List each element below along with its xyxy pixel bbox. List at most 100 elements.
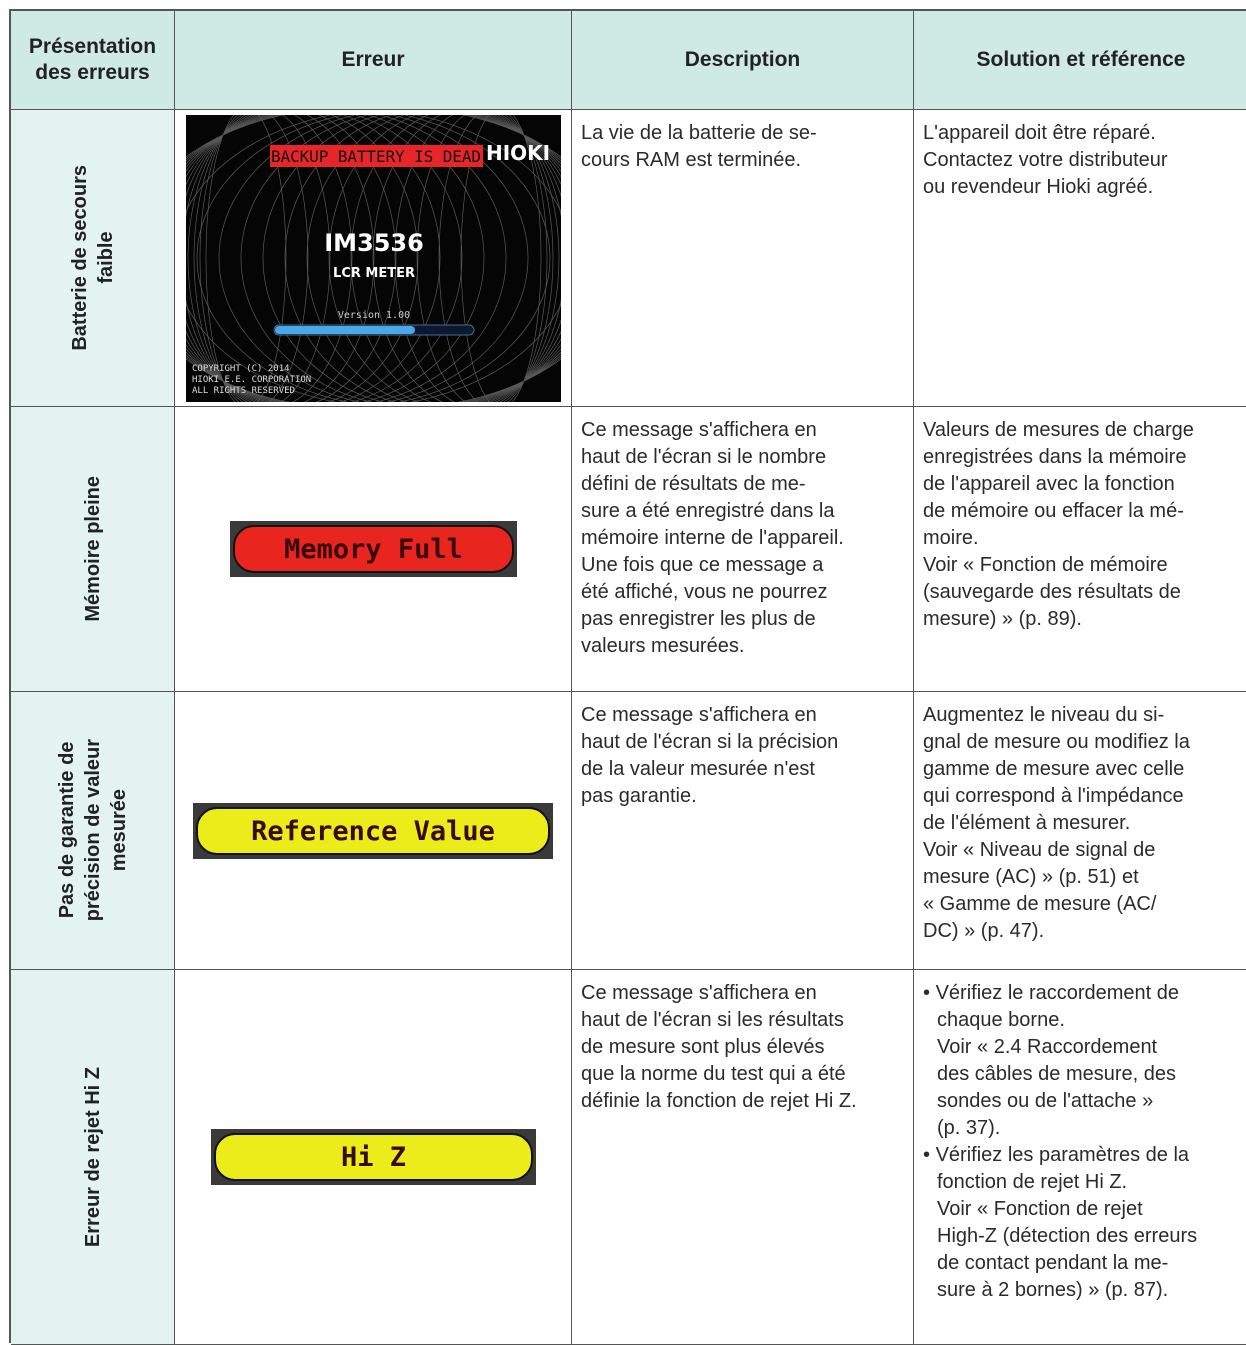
text-line: sure à 2 bornes) » (p. 87). [937, 1279, 1169, 1301]
text-line: de mémoire ou effacer la mé- [923, 500, 1184, 522]
solution-cell: L'appareil doit être réparé. Contactez vo… [914, 110, 1246, 407]
brand: HIOKI [486, 141, 550, 165]
screen-wave [284, 114, 561, 402]
text-line: que la norme du test qui a été [581, 1063, 846, 1085]
screen-wave [438, 114, 547, 402]
badge-pill [196, 806, 550, 855]
screen-wave [185, 114, 440, 402]
screen-wave [185, 114, 374, 402]
presentation-label: Erreur de rejet Hi Z [80, 1067, 106, 1247]
text-line: pas enregistrer les plus de [581, 608, 816, 630]
text-line: Pas de garantie de [55, 742, 78, 919]
banner-text: BACKUP BATTERY IS DEAD [271, 147, 481, 166]
text-line: sondes ou de l'attache » [937, 1090, 1154, 1112]
text-line: « Gamme de mesure (AC/ [923, 893, 1157, 915]
screen-wave [185, 114, 506, 402]
text-line: mesure) » (p. 89). [923, 608, 1082, 630]
product: LCR METER [333, 266, 415, 281]
screen-wave [185, 114, 484, 402]
text-line: Présentation [28, 35, 157, 58]
text-line: gnal de mesure ou modifiez la [923, 731, 1190, 753]
text-line: gamme de mesure avec celle [923, 758, 1185, 780]
copyright: COPYRIGHT (C) 2014 [192, 364, 290, 374]
screen-wave [185, 114, 462, 402]
text-line: Augmentez le niveau du si- [923, 704, 1165, 726]
text-line: moire. [923, 527, 979, 549]
solution-cell: Augmentez le niveau du si-gnal de mesure… [914, 692, 1246, 970]
header-cell: Description [572, 11, 914, 110]
text-line: définie la fonction de rejet Hi Z. [581, 1090, 857, 1112]
text-line: faible [94, 231, 117, 285]
message-badge: Memory Full [229, 521, 517, 577]
text-line: de mesure sont plus élevés [581, 1036, 825, 1058]
screen-wave [460, 114, 541, 402]
text-line: fonction de rejet Hi Z. [937, 1171, 1128, 1193]
text-line: Ce message s'affichera en [581, 982, 817, 1004]
screen-wave [262, 114, 561, 402]
badge-text: Hi Z [340, 1142, 405, 1173]
solution-item: • Vérifiez les paramètres de la fonction … [923, 1142, 1242, 1304]
model: IM3536 [324, 229, 424, 257]
text-line: Voir « Fonction de mémoire [923, 554, 1168, 576]
text-line: cours RAM est terminée. [581, 149, 802, 171]
description-cell: La vie de la batterie de se-cours RAM es… [572, 110, 914, 407]
progress-fill [274, 325, 415, 334]
text-line: High-Z (détection des erreurs [937, 1225, 1198, 1247]
text-line: mémoire interne de l'appareil. [581, 527, 844, 549]
text-line: Erreur de rejet Hi Z [81, 1066, 104, 1248]
text-line: pas garantie. [581, 785, 697, 807]
text-line: mesurée [107, 789, 130, 872]
solution-item: Valeurs de mesures de charge enregistrées… [923, 417, 1242, 633]
bullet: • [923, 982, 931, 1004]
startup-screen: BACKUP BATTERY IS DEAD HIOKI IM3536 LCR MET… [185, 114, 561, 402]
text-line: des erreurs [35, 61, 150, 84]
banner-bg [269, 144, 483, 167]
text-line: Valeurs de mesures de charge [923, 419, 1194, 441]
text-line: des câbles de mesure, des [937, 1063, 1177, 1085]
presentation-label: Pas de garantie de précision de valeur mes… [54, 739, 132, 921]
presentation-label: Batterie de secours faible [67, 165, 119, 351]
presentation-cell: Erreur de rejet Hi Z [11, 970, 175, 1345]
header-text: Présentation des erreurs [29, 34, 156, 86]
description-cell: Ce message s'affichera en haut de l'écran… [572, 407, 914, 692]
text-line: enregistrées dans la mémoire [923, 446, 1187, 468]
text-line: haut de l'écran si le nombre [581, 446, 827, 468]
error-image-cell: Memory Full [175, 407, 572, 692]
screen-wave [193, 114, 330, 402]
error-image-cell: Reference Value [175, 692, 572, 970]
description-cell: Ce message s'affichera en haut de l'écran… [572, 692, 914, 970]
screen-wave [240, 114, 561, 402]
screen-wave [372, 114, 561, 402]
message-badge: Reference Value [193, 802, 553, 859]
badge-text: Memory Full [284, 534, 463, 565]
text-line: valeurs mesurées. [581, 635, 745, 657]
text-line: DC) » (p. 47). [923, 920, 1045, 942]
text-line: de contact pendant la me- [937, 1252, 1169, 1274]
text-line: été affiché, vous ne pourrez [581, 581, 828, 603]
screen-wave [218, 114, 561, 402]
message-badge: Hi Z [210, 1129, 536, 1185]
screen-wave [416, 114, 553, 402]
presentation-cell: Pas de garantie de précision de valeur mes… [11, 692, 175, 970]
bullet: • [923, 1144, 931, 1166]
text-line: (sauvegarde des résultats de [923, 581, 1181, 603]
text-line: haut de l'écran si la précision [581, 731, 839, 753]
copyright: HIOKI E.E. CORPORATION [192, 375, 311, 385]
text-line: (p. 37). [937, 1117, 1001, 1139]
presentation-cell: Batterie de secours faible [11, 110, 175, 407]
header-cell: Erreur [175, 11, 572, 110]
solution-item: L'appareil doit être réparé. Contactez vo… [923, 120, 1242, 201]
screen-wave [187, 114, 352, 402]
text-line: • Vérifiez le raccordement de [923, 980, 1242, 1007]
error-image-cell: BACKUP BATTERY IS DEAD HIOKI IM3536 LCR MET… [175, 110, 572, 407]
screen-wave [196, 114, 561, 402]
text-line: qui correspond à l'impédance [923, 785, 1184, 807]
text-line: Batterie de secours [68, 165, 91, 351]
text-line: sure a été enregistré dans la [581, 500, 835, 522]
text-line: Voir « 2.4 Raccordement [937, 1036, 1158, 1058]
text-line: • Vérifiez les paramètres de la [923, 1142, 1242, 1169]
text-line: Ce message s'affichera en [581, 704, 817, 726]
error-image-cell: Hi Z [175, 970, 572, 1345]
description-cell: Ce message s'affichera en haut de l'écran… [572, 970, 914, 1345]
